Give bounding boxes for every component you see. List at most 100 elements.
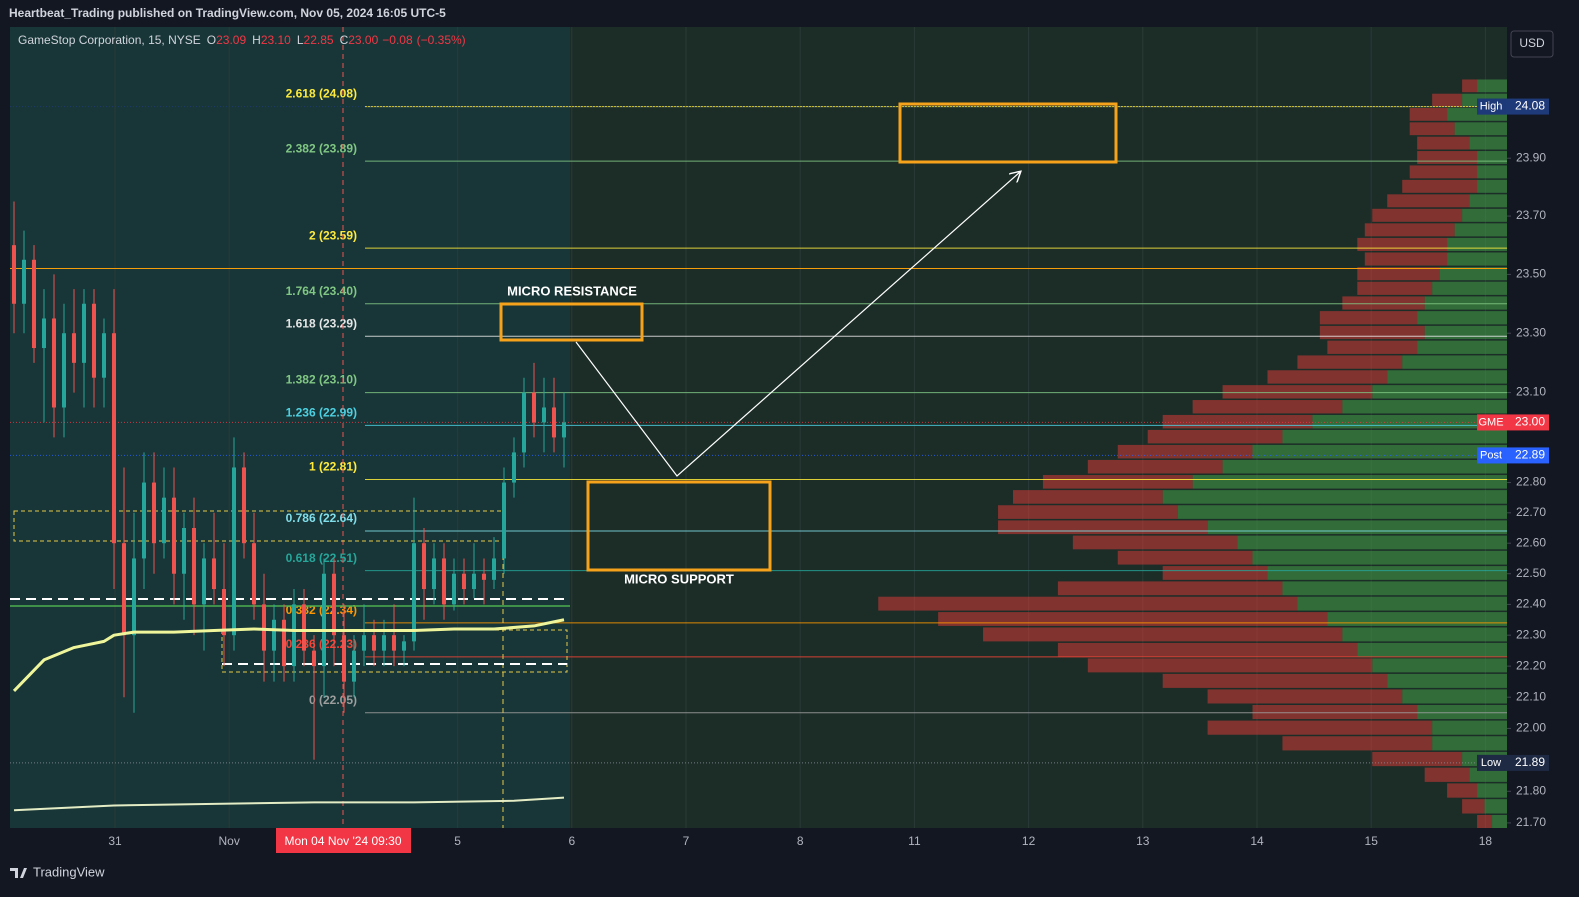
x-tick-label: 15 bbox=[1365, 834, 1379, 848]
profile-up bbox=[1462, 208, 1507, 222]
profile-down bbox=[1417, 136, 1470, 150]
profile-up bbox=[1469, 767, 1507, 782]
vertical-grid bbox=[114, 27, 1486, 828]
profile-up bbox=[1162, 490, 1507, 504]
candle-body bbox=[142, 482, 146, 559]
profile-up bbox=[1484, 799, 1507, 814]
candle-body bbox=[282, 619, 286, 667]
y-tick-label: 22.00 bbox=[1516, 721, 1546, 735]
y-tick-label: 23.30 bbox=[1516, 325, 1546, 339]
profile-down bbox=[1462, 799, 1485, 814]
legend-item: 23.10 bbox=[261, 33, 291, 47]
y-tick-label: 22.50 bbox=[1516, 566, 1546, 580]
profile-down bbox=[1417, 151, 1478, 164]
candle-body bbox=[502, 482, 506, 559]
profile-up bbox=[1432, 720, 1507, 735]
candle-body bbox=[112, 333, 116, 544]
profile-down bbox=[1402, 179, 1478, 193]
candle-body bbox=[382, 635, 386, 651]
profile-down bbox=[1319, 311, 1418, 325]
profile-down bbox=[1462, 79, 1478, 93]
profile-up bbox=[1282, 581, 1507, 596]
fib-label: 0.786 (22.64) bbox=[286, 511, 357, 525]
profile-down bbox=[1282, 736, 1433, 751]
profile-up bbox=[1372, 385, 1507, 399]
candle-body bbox=[482, 573, 486, 580]
candle-body bbox=[532, 392, 536, 423]
profile-down bbox=[1042, 475, 1193, 489]
currency-box bbox=[1510, 30, 1554, 58]
profile-up bbox=[1417, 704, 1507, 720]
profile-down bbox=[878, 596, 1298, 611]
profile-up bbox=[1252, 550, 1507, 565]
profile-down bbox=[1364, 223, 1455, 237]
fib-label: 0 (22.05) bbox=[309, 693, 357, 707]
projection-arrow bbox=[575, 172, 1020, 477]
candle-body bbox=[362, 635, 366, 651]
annotation: MICRO SUPPORT bbox=[624, 571, 734, 586]
candle-body bbox=[542, 407, 546, 423]
y-tick-label: 22.30 bbox=[1516, 627, 1546, 641]
profile-up bbox=[1237, 535, 1507, 550]
candle-body bbox=[552, 407, 556, 438]
price-label-value: 23.00 bbox=[1515, 415, 1545, 429]
candle-body bbox=[512, 452, 516, 483]
candle-body bbox=[62, 333, 66, 408]
legend: GameStop Corporation, 15, NYSE O23.09 H23.… bbox=[18, 33, 466, 47]
price-label-name-box bbox=[1477, 414, 1506, 431]
profile-up bbox=[1222, 459, 1507, 474]
profile-down bbox=[1117, 550, 1253, 565]
profile-up bbox=[1402, 355, 1507, 369]
y-tick-label: 21.70 bbox=[1516, 815, 1546, 829]
moving-average bbox=[13, 796, 565, 812]
candle-body bbox=[72, 333, 76, 363]
profile-down bbox=[1477, 814, 1493, 830]
profile-down bbox=[1327, 340, 1418, 354]
x-tick-label: 12 bbox=[1022, 834, 1036, 848]
candle-body bbox=[192, 527, 196, 605]
profile-down bbox=[1409, 122, 1455, 136]
annotation: MICRO RESISTANCE bbox=[507, 283, 637, 298]
profile-up bbox=[1424, 325, 1507, 340]
x-tick-label: 5 bbox=[454, 834, 461, 848]
legend-item: 23.00 bbox=[348, 33, 378, 47]
candle-body bbox=[492, 558, 496, 580]
session-area bbox=[10, 27, 570, 828]
profile-down bbox=[1207, 689, 1403, 704]
moving-average bbox=[12, 618, 565, 693]
candle-body bbox=[232, 467, 236, 636]
target-box bbox=[898, 102, 1118, 164]
header-title: Heartbeat_Trading published on TradingVi… bbox=[9, 6, 446, 20]
candle-body bbox=[202, 558, 206, 605]
fib-label: 1 (22.81) bbox=[309, 460, 357, 474]
profile-down bbox=[1267, 370, 1388, 384]
profile-up bbox=[1342, 400, 1507, 414]
y-tick-label: 21.80 bbox=[1516, 783, 1546, 797]
fib-label: 2.618 (24.08) bbox=[286, 87, 357, 101]
profile-down bbox=[1447, 783, 1478, 798]
resistance-box bbox=[499, 302, 644, 342]
y-tick-label: 22.60 bbox=[1516, 535, 1546, 549]
profile-down bbox=[1409, 165, 1478, 179]
brand-logo bbox=[10, 868, 27, 878]
candle-body bbox=[12, 245, 16, 304]
candle-body bbox=[22, 259, 26, 304]
candle-body bbox=[222, 589, 226, 636]
profile-down bbox=[1372, 751, 1463, 767]
x-tick-label: Nov bbox=[219, 834, 240, 848]
indicators bbox=[12, 618, 565, 812]
candle-body bbox=[342, 635, 346, 682]
legend-item: 22.85 bbox=[304, 33, 334, 47]
profile-up bbox=[1477, 165, 1507, 179]
price-label-name: Low bbox=[1481, 757, 1501, 769]
profile-down bbox=[1222, 385, 1373, 399]
candle-body bbox=[332, 573, 336, 636]
profile-down bbox=[1357, 281, 1433, 295]
legend-item: 23.09 bbox=[216, 33, 246, 47]
fib-label: 2 (23.59) bbox=[309, 228, 357, 242]
profile-up bbox=[1477, 783, 1507, 798]
candle-body bbox=[272, 619, 276, 651]
profile-down bbox=[938, 612, 1328, 626]
candle-body bbox=[152, 482, 156, 544]
profile-up bbox=[1492, 814, 1507, 830]
